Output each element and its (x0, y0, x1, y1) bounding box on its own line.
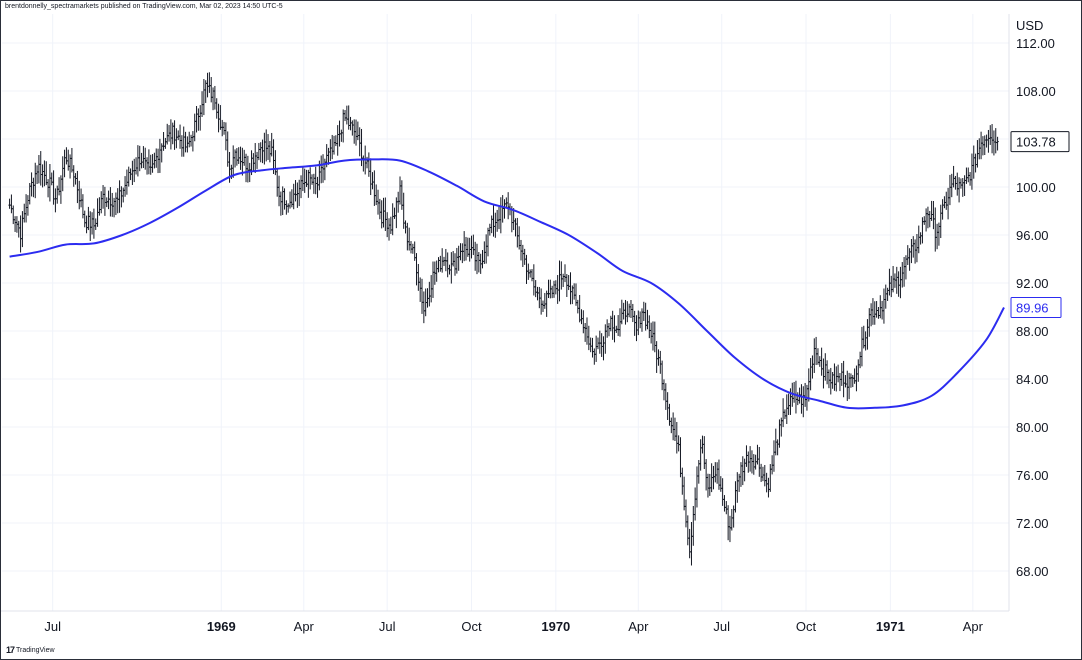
y-tick-label: 76.00 (1016, 468, 1049, 483)
x-tick-label: Apr (294, 619, 315, 634)
y-tick-label: 112.00 (1016, 36, 1055, 51)
tradingview-logo-icon: 17 (6, 645, 15, 655)
x-tick-label: Jul (44, 619, 61, 634)
grid-lines (2, 14, 1009, 611)
y-tick-label: 92.00 (1016, 276, 1049, 291)
x-tick-label: Oct (796, 619, 817, 634)
x-tick-label: 1971 (876, 619, 905, 634)
ma-value-badge: 89.96 (1010, 296, 1062, 318)
x-axis[interactable]: Jul 1969 Apr Jul Oct 1970 Apr Jul Oct 1971 Apr (44, 619, 983, 634)
last-price-label: 103.78 (1016, 135, 1056, 150)
x-tick-label: Oct (461, 619, 482, 634)
tradingview-logo[interactable]: 17 TradingView (6, 645, 55, 655)
x-tick-label: Jul (713, 619, 730, 634)
y-axis-unit: USD (1016, 18, 1043, 33)
ma-value-label: 89.96 (1016, 300, 1049, 315)
y-tick-label: 72.00 (1016, 516, 1049, 531)
x-tick-label: Jul (379, 619, 396, 634)
y-tick-label: 68.00 (1016, 564, 1049, 579)
y-tick-label: 84.00 (1016, 372, 1049, 387)
attribution-text: brentdonnelly_spectramarkets published o… (5, 3, 283, 10)
y-tick-label: 80.00 (1016, 420, 1049, 435)
price-bars (8, 72, 999, 566)
y-tick-label: 96.00 (1016, 228, 1049, 243)
y-tick-label: 88.00 (1016, 324, 1049, 339)
last-price-box (1010, 131, 1070, 153)
x-tick-label: 1970 (541, 619, 570, 634)
y-tick-label: 100.00 (1016, 180, 1056, 195)
x-tick-label: 1969 (207, 619, 236, 634)
tradingview-logo-text: TradingView (16, 646, 55, 654)
moving-average-line (9, 158, 1005, 410)
x-tick-label: Apr (628, 619, 649, 634)
x-tick-label: Apr (963, 619, 984, 634)
y-tick-label: 108.00 (1016, 84, 1056, 99)
ma-value-box (1010, 296, 1062, 318)
last-price-badge: 103.78 (1010, 131, 1070, 153)
